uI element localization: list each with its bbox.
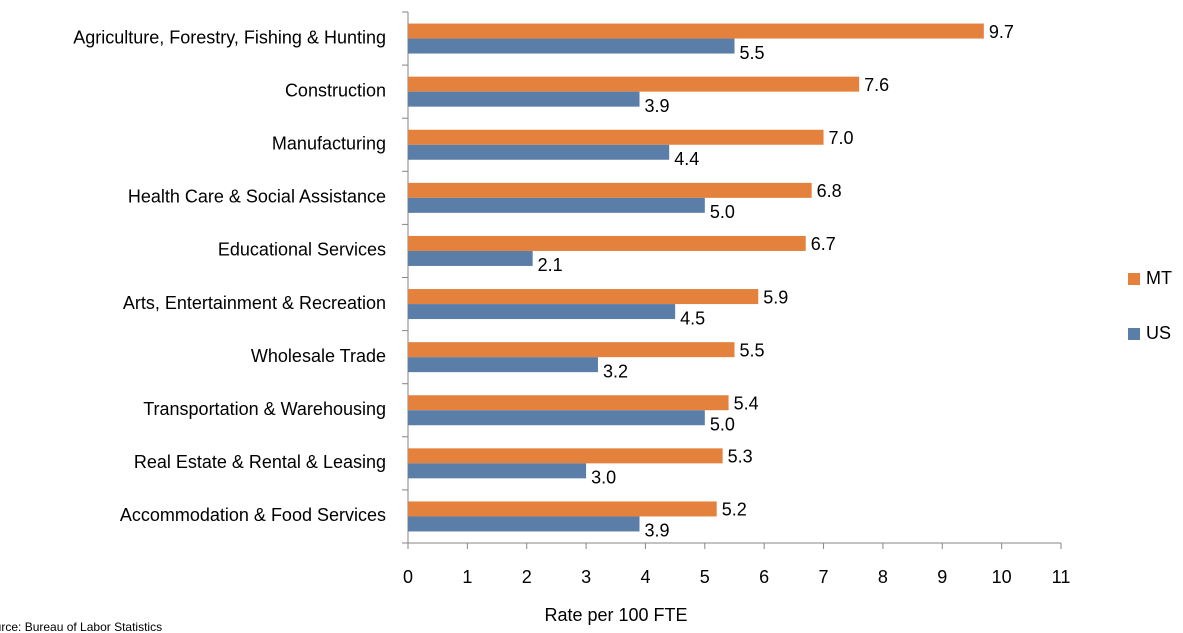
data-label: 2.1 (538, 255, 563, 275)
data-label: 7.6 (864, 75, 889, 95)
data-label: 6.7 (811, 234, 836, 254)
x-tick-label: 5 (700, 567, 710, 587)
data-label: 3.2 (603, 361, 628, 381)
bar (408, 448, 723, 464)
data-label: 3.9 (645, 521, 670, 541)
category-label: Construction (285, 80, 386, 100)
bar (408, 357, 598, 373)
bar (408, 304, 676, 320)
category-label: Wholesale Trade (251, 346, 386, 366)
x-tick-label: 7 (819, 567, 829, 587)
data-label: 5.0 (710, 202, 735, 222)
x-tick-label: 8 (878, 567, 888, 587)
category-label: Arts, Entertainment & Recreation (123, 293, 386, 313)
data-label: 5.0 (710, 415, 735, 435)
data-label: 6.8 (817, 181, 842, 201)
bar (408, 38, 735, 54)
data-label: 7.0 (829, 128, 854, 148)
data-label: 5.2 (722, 500, 747, 520)
x-tick-label: 11 (1052, 567, 1071, 587)
bar (408, 342, 735, 358)
data-label: 3.9 (645, 96, 670, 116)
category-label: Accommodation & Food Services (120, 505, 386, 525)
x-tick-label: 9 (937, 567, 947, 587)
data-label: 5.3 (728, 447, 753, 467)
source-note: Source: Bureau of Labor Statistics (0, 620, 162, 633)
bar (408, 235, 806, 251)
bar (408, 516, 640, 532)
data-label: 3.0 (591, 468, 616, 488)
bar (408, 144, 670, 160)
category-label: Real Estate & Rental & Leasing (134, 452, 386, 472)
legend-label: US (1146, 323, 1171, 343)
bar (408, 289, 759, 305)
data-label: 5.4 (734, 394, 759, 414)
data-label: 5.9 (763, 287, 788, 307)
legend-swatch (1128, 273, 1140, 285)
x-tick-label: 3 (581, 567, 591, 587)
bar (408, 250, 533, 266)
x-tick-label: 10 (992, 567, 1012, 587)
bar (408, 23, 984, 39)
x-tick-label: 1 (462, 567, 472, 587)
x-axis-title: Rate per 100 FTE (544, 605, 687, 625)
legend-swatch (1128, 328, 1140, 340)
legend-label: MT (1146, 268, 1172, 288)
bar (408, 129, 824, 145)
bar (408, 91, 640, 107)
category-label: Health Care & Social Assistance (128, 187, 386, 207)
bar (408, 182, 812, 198)
x-tick-label: 2 (522, 567, 532, 587)
data-label: 9.7 (989, 22, 1014, 42)
category-label: Transportation & Warehousing (143, 399, 386, 419)
bar (408, 395, 729, 411)
data-label: 5.5 (740, 340, 765, 360)
bar (408, 501, 717, 517)
data-label: 4.4 (674, 149, 699, 169)
bar (408, 197, 705, 213)
bar (408, 410, 705, 426)
x-tick-label: 6 (759, 567, 769, 587)
x-tick-label: 4 (640, 567, 650, 587)
data-label: 4.5 (680, 308, 705, 328)
category-label: Agriculture, Forestry, Fishing & Hunting (73, 27, 386, 47)
x-tick-label: 0 (403, 567, 413, 587)
category-label: Educational Services (218, 240, 386, 260)
category-label: Manufacturing (272, 134, 386, 154)
bar (408, 463, 587, 479)
data-label: 5.5 (740, 43, 765, 63)
bar (408, 76, 860, 92)
